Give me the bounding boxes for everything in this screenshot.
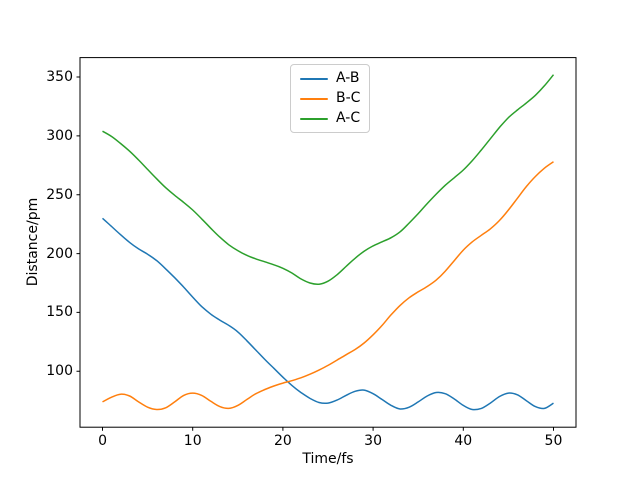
y-tick-label: 250 (46, 186, 73, 203)
axes-spines (79, 57, 577, 428)
y-axis-label: Distance/pm (25, 197, 41, 287)
x-tick-label: 10 (183, 433, 202, 450)
series-line-b-c (102, 161, 554, 411)
legend-label: B-C (336, 90, 361, 106)
legend-line-icon (300, 117, 328, 120)
x-tick-label: 30 (364, 433, 382, 450)
legend-entry-a-b: A-B (300, 71, 360, 86)
legend-label: A-B (336, 70, 360, 86)
legend-entry-a-c: A-C (300, 111, 360, 126)
series-line-a-c (102, 74, 555, 286)
series-line-a-b (102, 217, 554, 411)
legend-line-icon (300, 97, 328, 100)
y-tick-label: 100 (46, 363, 73, 380)
y-tick-label: 300 (46, 127, 73, 144)
legend-entry-b-c: B-C (300, 91, 360, 106)
x-tick-label: 0 (98, 433, 107, 450)
x-tick-label: 50 (544, 433, 563, 450)
y-tick-label: 200 (46, 245, 73, 262)
legend-label: A-C (336, 110, 361, 126)
tick-marks (76, 76, 554, 431)
y-tick-label: 350 (46, 69, 73, 86)
legend-line-icon (300, 77, 328, 80)
legend: A-B B-C A-C (290, 64, 371, 133)
y-tick-label: 150 (46, 304, 73, 321)
x-axis-label: Time/fs (302, 451, 354, 467)
x-tick-label: 40 (454, 433, 473, 450)
x-tick-label: 20 (273, 433, 292, 450)
